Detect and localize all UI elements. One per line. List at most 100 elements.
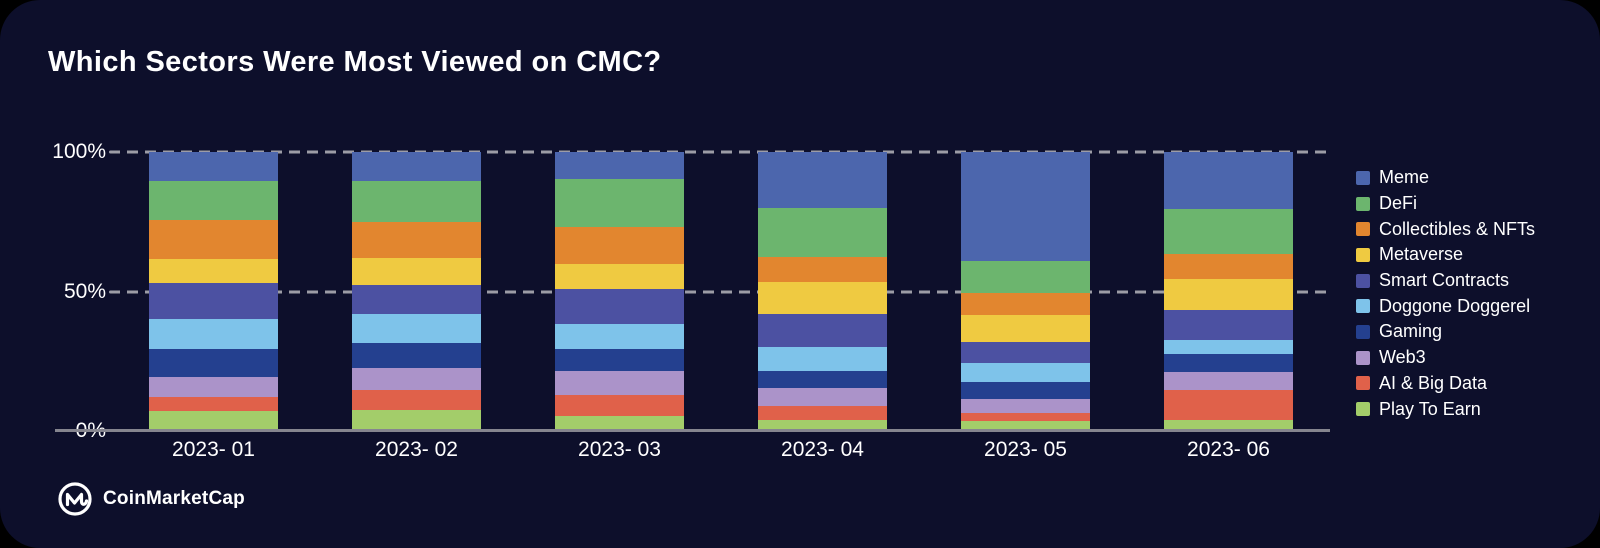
page-title: Which Sectors Were Most Viewed on CMC? — [48, 46, 662, 78]
legend-item-metaverse: Metaverse — [1356, 242, 1535, 268]
legend-item-play-to-earn: Play To Earn — [1356, 396, 1535, 422]
legend-swatch-doggone-doggerel — [1356, 299, 1370, 314]
bar-2023-06 — [1164, 152, 1293, 431]
bar-segment-2023-06-meme — [1164, 152, 1293, 210]
bar-segment-2023-02-collectibles-nfts — [352, 221, 481, 258]
bar-segment-2023-03-gaming — [555, 348, 684, 371]
legend-item-meme: Meme — [1356, 165, 1535, 191]
legend-swatch-ai-big-data — [1356, 376, 1370, 391]
x-tick-2023-05: 2023- 05 — [984, 438, 1067, 461]
bar-segment-2023-04-meme — [758, 152, 887, 208]
bar-segment-2023-03-collectibles-nfts — [555, 227, 684, 264]
legend-label-smart-contracts: Smart Contracts — [1379, 270, 1510, 291]
legend-swatch-meme — [1356, 170, 1370, 185]
gridline-50 — [109, 290, 1330, 293]
bar-segment-2023-02-web3 — [352, 368, 481, 391]
bar-2023-01 — [149, 152, 278, 431]
bar-segment-2023-06-play-to-earn — [1164, 419, 1293, 431]
y-tick-100: 100% — [52, 140, 106, 163]
bar-2023-05 — [961, 152, 1090, 431]
bar-2023-04 — [758, 152, 887, 431]
x-tick-2023-06: 2023- 06 — [1187, 438, 1270, 461]
bar-segment-2023-04-collectibles-nfts — [758, 256, 887, 282]
x-tick-2023-01: 2023- 01 — [172, 438, 255, 461]
bar-segment-2023-06-metaverse — [1164, 278, 1293, 310]
bar-segment-2023-01-smart-contracts — [149, 283, 278, 320]
legend-item-gaming: Gaming — [1356, 319, 1535, 345]
bar-segment-2023-04-play-to-earn — [758, 419, 887, 431]
bar-segment-2023-04-smart-contracts — [758, 313, 887, 348]
bar-segment-2023-05-gaming — [961, 382, 1090, 399]
bar-segment-2023-01-doggone-doggerel — [149, 319, 278, 349]
bar-segment-2023-04-gaming — [758, 370, 887, 388]
legend-swatch-smart-contracts — [1356, 273, 1370, 288]
legend-swatch-metaverse — [1356, 247, 1370, 262]
bar-segment-2023-03-smart-contracts — [555, 288, 684, 324]
bar-segment-2023-05-collectibles-nfts — [961, 292, 1090, 316]
bar-segment-2023-01-gaming — [149, 348, 278, 377]
bar-segment-2023-03-web3 — [555, 370, 684, 395]
x-axis-labels: 2023- 01 2023- 02 2023- 03 2023- 04 2023- 05… — [112, 438, 1330, 462]
bar-segment-2023-05-defi — [961, 260, 1090, 293]
legend-swatch-defi — [1356, 196, 1370, 211]
bar-segment-2023-02-defi — [352, 181, 481, 222]
bar-segment-2023-06-ai-big-data — [1164, 390, 1293, 420]
bar-segment-2023-03-defi — [555, 178, 684, 228]
bar-segment-2023-03-meme — [555, 152, 684, 179]
legend-item-collectibles-nfts: Collectibles & NFTs — [1356, 216, 1535, 242]
bar-segment-2023-02-metaverse — [352, 258, 481, 285]
bar-segment-2023-06-doggone-doggerel — [1164, 340, 1293, 355]
legend-item-web3: Web3 — [1356, 345, 1535, 371]
stacked-bars — [112, 152, 1330, 431]
bar-segment-2023-04-web3 — [758, 387, 887, 406]
legend-swatch-web3 — [1356, 350, 1370, 365]
x-tick-2023-03: 2023- 03 — [578, 438, 661, 461]
bar-segment-2023-01-defi — [149, 181, 278, 221]
bar-segment-2023-05-doggone-doggerel — [961, 362, 1090, 383]
bar-segment-2023-01-metaverse — [149, 259, 278, 284]
legend-label-metaverse: Metaverse — [1379, 244, 1464, 265]
bar-segment-2023-05-ai-big-data — [961, 412, 1090, 422]
coinmarketcap-logo-icon — [57, 481, 93, 517]
legend-label-ai-big-data: AI & Big Data — [1379, 372, 1488, 393]
legend-swatch-gaming — [1356, 324, 1370, 339]
bar-segment-2023-02-gaming — [352, 343, 481, 369]
brand-footer: CoinMarketCap — [57, 481, 245, 517]
legend-label-play-to-earn: Play To Earn — [1379, 398, 1481, 419]
bar-segment-2023-05-metaverse — [961, 315, 1090, 342]
x-axis-line — [55, 429, 1330, 432]
legend-swatch-collectibles-nfts — [1356, 222, 1370, 237]
gridline-100 — [109, 150, 1330, 154]
bar-segment-2023-06-smart-contracts — [1164, 309, 1293, 341]
bar-segment-2023-03-doggone-doggerel — [555, 323, 684, 349]
x-tick-2023-02: 2023- 02 — [375, 438, 458, 461]
y-tick-50: 50% — [63, 279, 106, 303]
bar-segment-2023-01-ai-big-data — [149, 397, 278, 412]
bar-segment-2023-05-web3 — [961, 398, 1090, 413]
legend-item-doggone-doggerel: Doggone Doggerel — [1356, 293, 1535, 319]
bar-segment-2023-06-web3 — [1164, 372, 1293, 391]
coinmarketcap-logo-text: CoinMarketCap — [103, 488, 245, 509]
legend-label-gaming: Gaming — [1379, 321, 1443, 342]
bar-segment-2023-02-smart-contracts — [352, 284, 481, 314]
bar-segment-2023-06-collectibles-nfts — [1164, 253, 1293, 279]
bar-segment-2023-05-meme — [961, 152, 1090, 261]
bar-segment-2023-06-gaming — [1164, 354, 1293, 373]
bar-segment-2023-03-metaverse — [555, 263, 684, 289]
bar-segment-2023-03-ai-big-data — [555, 394, 684, 416]
bar-2023-03 — [555, 152, 684, 431]
bar-segment-2023-01-web3 — [149, 376, 278, 398]
legend-label-doggone-doggerel: Doggone Doggerel — [1379, 295, 1531, 316]
x-tick-2023-04: 2023- 04 — [781, 438, 864, 461]
bar-segment-2023-01-collectibles-nfts — [149, 220, 278, 260]
bar-segment-2023-01-play-to-earn — [149, 411, 278, 431]
legend-item-defi: DeFi — [1356, 191, 1535, 217]
legend-item-ai-big-data: AI & Big Data — [1356, 371, 1535, 397]
bar-segment-2023-01-meme — [149, 152, 278, 182]
bar-segment-2023-02-play-to-earn — [352, 410, 481, 431]
legend-swatch-play-to-earn — [1356, 402, 1370, 417]
bar-segment-2023-06-defi — [1164, 209, 1293, 254]
bar-segment-2023-04-defi — [758, 207, 887, 257]
legend: Meme DeFi Collectibles & NFTs Metaverse Smar… — [1356, 165, 1535, 422]
